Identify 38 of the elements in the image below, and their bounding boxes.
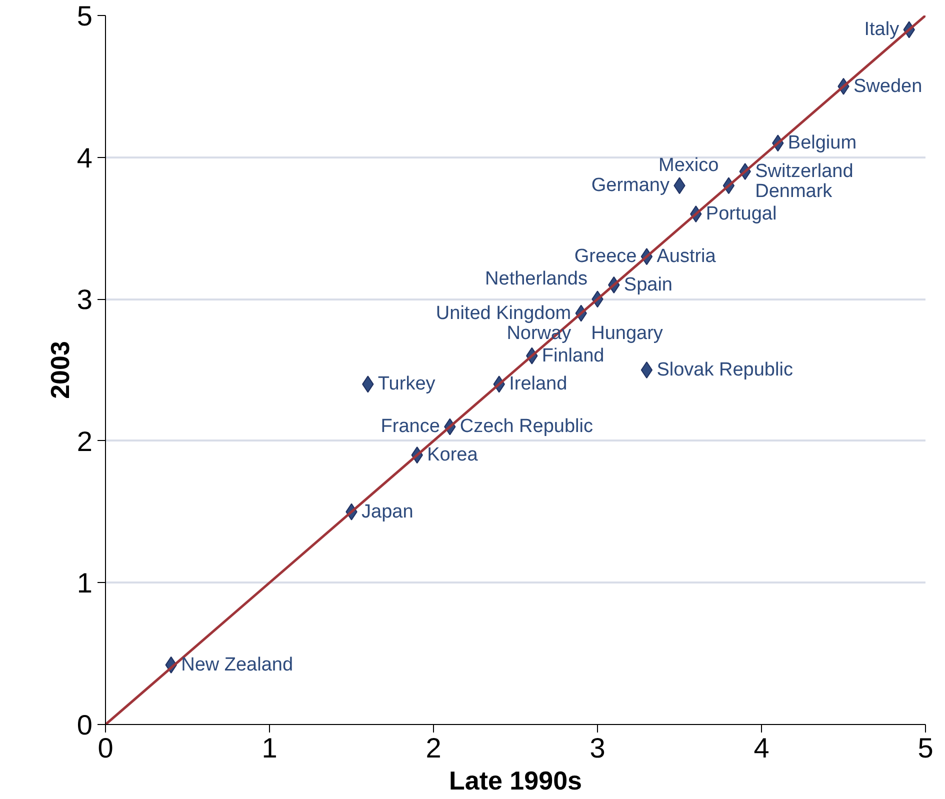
annotation: Austria [656, 246, 716, 268]
annotation: Belgium [788, 132, 857, 154]
x-tick-label: 4 [754, 732, 770, 764]
y-tick-label: 0 [76, 710, 93, 740]
y-tick-label: 1 [76, 568, 93, 599]
annotation: Greece [574, 246, 637, 268]
annotation: Italy [864, 19, 900, 40]
annotation: Spain [624, 274, 673, 296]
annotation: Turkey [378, 374, 436, 395]
annotation: Korea [427, 444, 478, 466]
annotation: Slovak Republic [656, 360, 793, 380]
y-tick-label: 4 [76, 142, 93, 174]
x-tick-label: 0 [98, 732, 114, 764]
x-tick-label: 2 [426, 732, 442, 764]
annotation: France [380, 416, 440, 438]
x-tick-label: 5 [918, 732, 934, 764]
annotation: Hungary [591, 322, 664, 344]
annotation: New Zealand [181, 654, 294, 676]
annotation: Switzerland [755, 160, 854, 182]
annotation: Denmark [755, 180, 833, 202]
y-tick-label: 3 [76, 284, 93, 316]
x-axis-title: Late 1990s [449, 766, 582, 796]
annotation: Netherlands [485, 268, 588, 290]
x-tick-label: 1 [262, 732, 278, 764]
annotation: Japan [362, 501, 414, 522]
point [640, 362, 653, 378]
annotation: Sweden [854, 76, 922, 97]
y-tick-label: 5 [76, 0, 93, 32]
annotation: Germany [591, 175, 670, 196]
annotation: Portugal [706, 204, 777, 225]
annotation: Finland [542, 345, 604, 366]
annotation: Czech Republic [460, 416, 593, 438]
x-tick-label: 3 [590, 732, 606, 764]
annotation: United Kingdom [436, 302, 572, 324]
y-tick-label: 2 [76, 426, 93, 457]
annotation: Ireland [509, 374, 568, 395]
annotation: Mexico [658, 155, 719, 176]
y-axis-title: 2003 [44, 341, 75, 399]
